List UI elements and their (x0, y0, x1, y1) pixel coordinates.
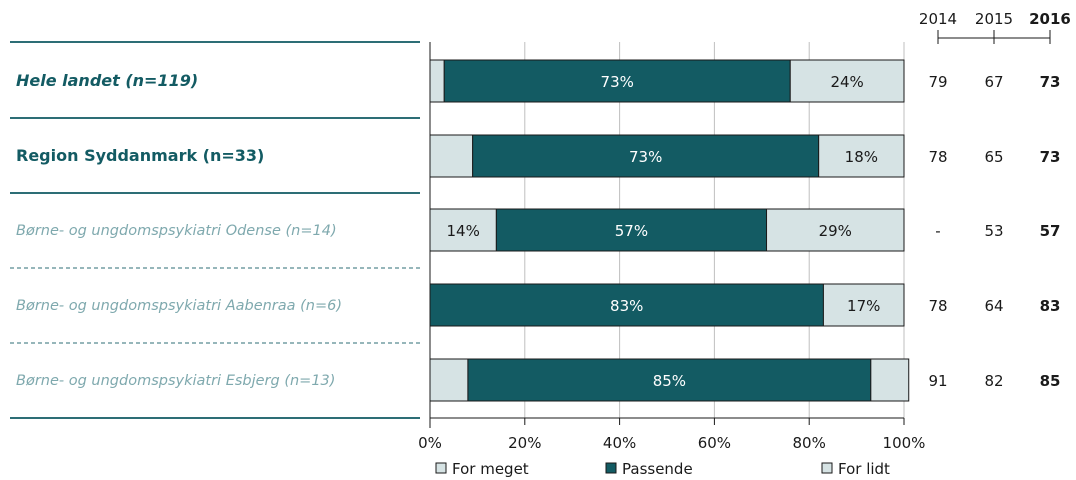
year-value: 73 (1040, 73, 1061, 91)
year-value: 78 (928, 297, 947, 315)
legend-swatch (821, 462, 833, 474)
legend: For meget Passende For lidt (435, 460, 890, 478)
bar-segment (429, 208, 497, 252)
bar-segment (429, 134, 474, 178)
legend-label: For meget (452, 460, 529, 478)
year-header: 2016 (1029, 10, 1071, 28)
row-label: Hele landet (n=119) (16, 71, 198, 90)
year-value: 53 (984, 222, 1003, 240)
x-tick-label: 60% (698, 434, 731, 452)
data-label: 18% (845, 148, 878, 166)
x-tick-label: 80% (793, 434, 826, 452)
legend-label: For lidt (838, 460, 890, 478)
bar-segment (467, 358, 872, 402)
data-label: 85% (653, 372, 686, 390)
legend-swatch (605, 462, 617, 474)
row-labels: Hele landet (n=119) Region Syddanmark (n=… (16, 71, 342, 389)
data-label: 14% (447, 222, 480, 240)
bar-segment (766, 208, 905, 252)
year-header: 2015 (975, 10, 1013, 28)
data-label: 29% (819, 222, 852, 240)
legend-swatch (435, 462, 447, 474)
bar-segment (472, 134, 820, 178)
bars: 73% 24% 73% 18% 14% 57% 29% 83% 17% 85% (429, 59, 910, 402)
bar-segment (495, 208, 768, 252)
year-value: 78 (928, 148, 947, 166)
row-dividers (10, 41, 420, 419)
bar-segment (818, 134, 905, 178)
year-value: 65 (984, 148, 1003, 166)
data-label: 17% (847, 297, 880, 315)
year-columns: 2014 2015 2016 79 67 73 78 65 73 - 53 57 78 64 83 91 82 8… (919, 10, 1071, 390)
bar-segment (429, 59, 445, 103)
year-value: 67 (984, 73, 1003, 91)
bar-segment (789, 59, 905, 103)
year-value: 64 (984, 297, 1003, 315)
row-label: Børne- og ungdomspsykiatri Esbjerg (n=13… (16, 373, 335, 389)
x-tick-label: 100% (883, 434, 926, 452)
x-axis: 0% 20% 40% 60% 80% 100% (418, 42, 925, 452)
bar-segment (429, 358, 469, 402)
x-tick-label: 40% (603, 434, 636, 452)
bar-segment (429, 283, 824, 327)
data-label: 73% (629, 148, 662, 166)
year-value: 73 (1040, 148, 1061, 166)
year-value: 82 (984, 372, 1003, 390)
row-label: Børne- og ungdomspsykiatri Odense (n=14) (16, 223, 337, 239)
year-value: - (935, 222, 940, 240)
bar-segment (870, 358, 910, 402)
year-value: 79 (928, 73, 947, 91)
row-label: Børne- og ungdomspsykiatri Aabenraa (n=6… (16, 298, 342, 314)
data-label: 24% (830, 73, 863, 91)
data-label: 83% (610, 297, 643, 315)
year-value: 85 (1040, 372, 1061, 390)
year-value: 83 (1040, 297, 1061, 315)
data-label: 73% (601, 73, 634, 91)
legend-label: Passende (622, 460, 693, 478)
bar-segment (443, 59, 791, 103)
year-header: 2014 (919, 10, 957, 28)
year-value: 91 (928, 372, 947, 390)
x-tick-label: 20% (508, 434, 541, 452)
x-tick-label: 0% (418, 434, 442, 452)
data-label: 57% (615, 222, 648, 240)
year-value: 57 (1040, 222, 1061, 240)
row-label: Region Syddanmark (n=33) (16, 146, 264, 165)
bar-segment (822, 283, 905, 327)
